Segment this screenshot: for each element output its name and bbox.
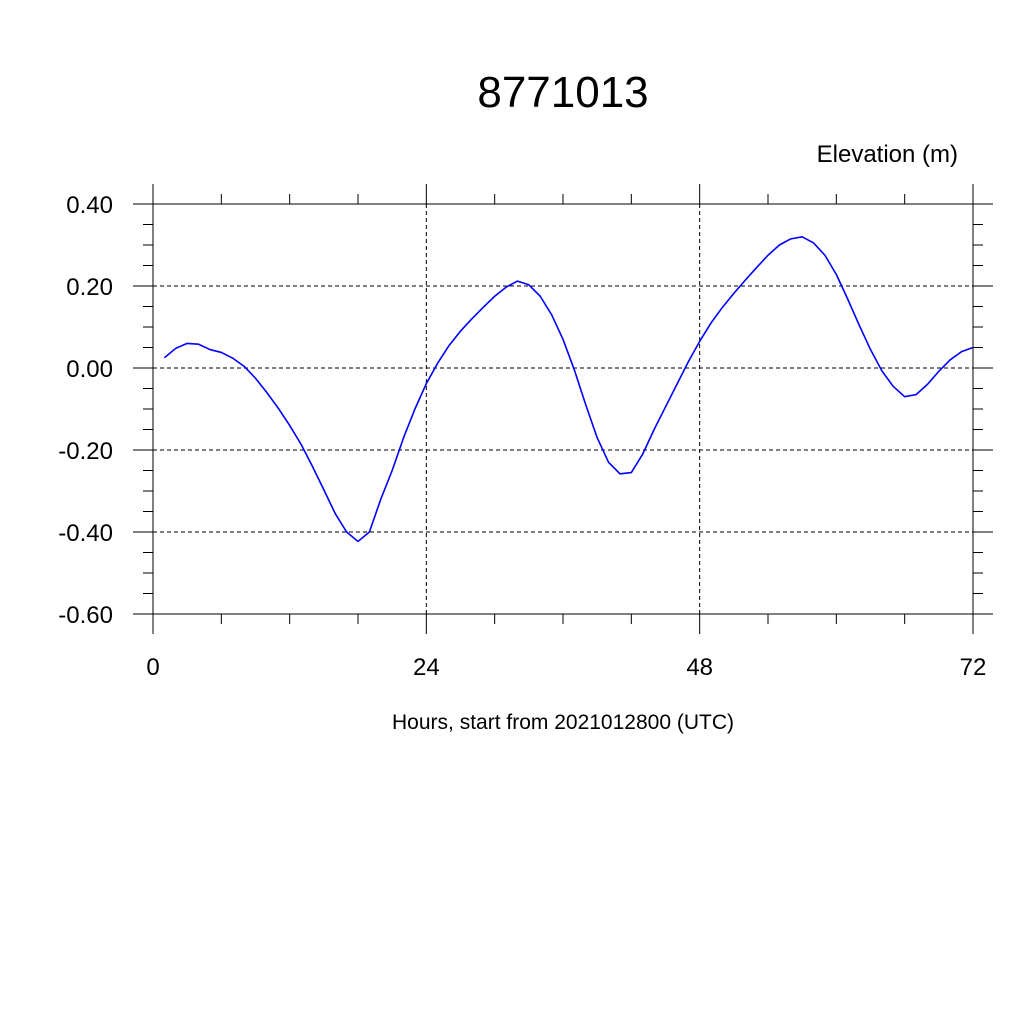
y-tick-label: 0.20 (66, 274, 113, 301)
x-tick-label: 24 (413, 654, 440, 681)
x-axis-label: Hours, start from 2021012800 (UTC) (392, 711, 734, 734)
axis-ticks (133, 184, 993, 634)
tick-labels: 0 24 48 72 0.40 0.20 0.00 -0.20 -0.40 -0.60 (58, 192, 986, 681)
elevation-series-line (163, 236, 974, 543)
y-tick-label: 0.40 (66, 192, 113, 219)
chart-title: 8771013 (477, 68, 648, 117)
plot-frame (152, 203, 974, 615)
y-tick-label: 0.00 (66, 356, 113, 383)
y-axis-label: Elevation (m) (817, 141, 958, 168)
x-tick-label: 48 (686, 654, 713, 681)
x-tick-label: 0 (146, 654, 159, 681)
grid-lines (153, 204, 973, 614)
x-tick-label: 72 (960, 654, 987, 681)
y-tick-label: -0.20 (58, 438, 113, 465)
series-layer (163, 236, 974, 543)
y-tick-label: -0.40 (58, 520, 113, 547)
y-tick-label: -0.60 (58, 602, 113, 629)
